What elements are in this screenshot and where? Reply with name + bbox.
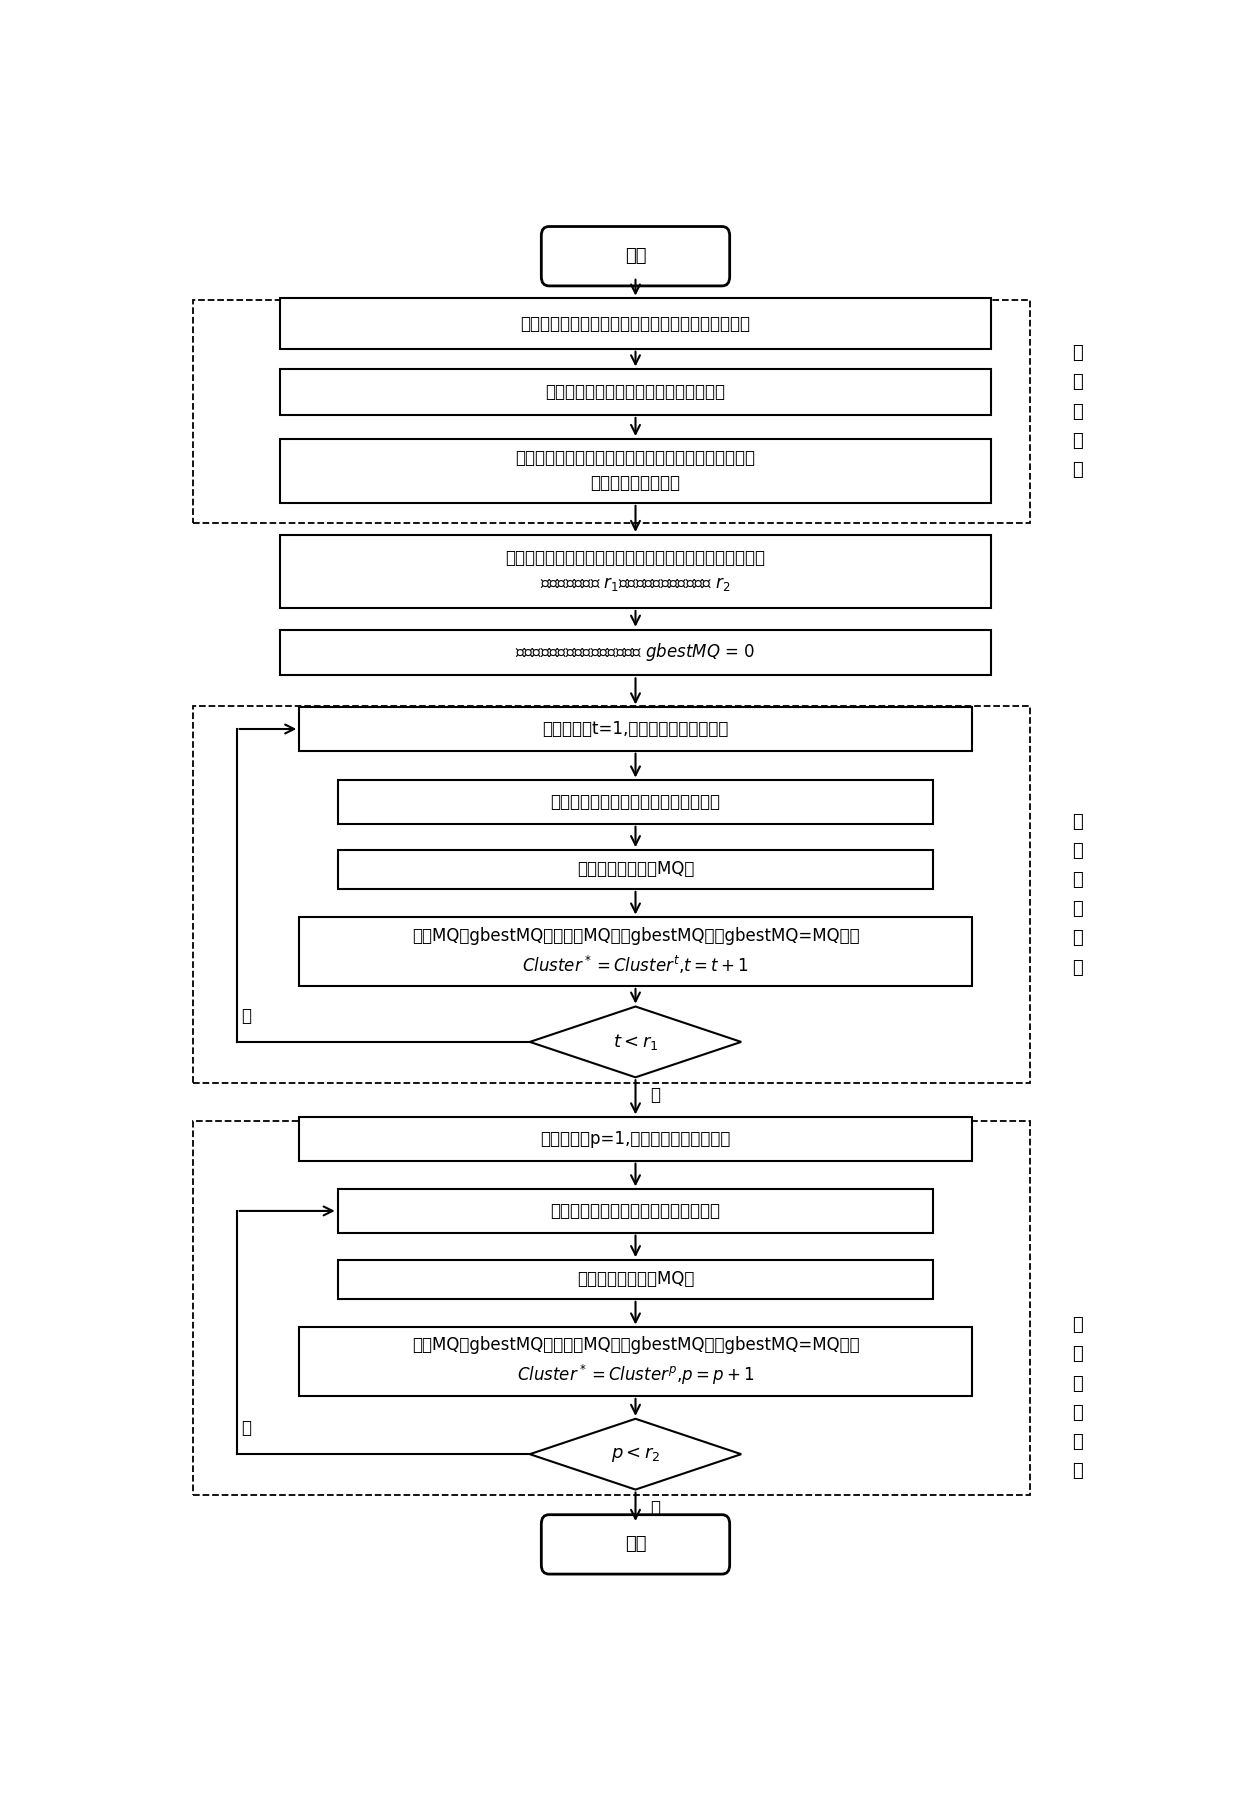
Text: 动
态
调
整
操
作: 动 态 调 整 操 作 xyxy=(1073,1315,1083,1479)
FancyBboxPatch shape xyxy=(542,227,729,287)
Text: 对模块聚类结果进行初始化，并使 $gbestMQ$ = 0: 对模块聚类结果进行初始化，并使 $gbestMQ$ = 0 xyxy=(516,642,755,663)
Bar xyxy=(337,1260,934,1299)
Bar xyxy=(193,299,1029,523)
Text: 令迭代次数p=1,开始进行动态调整迭代: 令迭代次数p=1,开始进行动态调整迭代 xyxy=(541,1130,730,1148)
Polygon shape xyxy=(529,1007,742,1078)
Bar xyxy=(299,917,972,986)
Text: 局
部
合
并
操
作: 局 部 合 并 操 作 xyxy=(1073,813,1083,977)
Bar xyxy=(299,1117,972,1160)
Text: 根据聚类结果计算MQ值: 根据聚类结果计算MQ值 xyxy=(577,861,694,878)
Bar xyxy=(337,780,934,824)
Bar xyxy=(280,369,991,414)
Bar xyxy=(299,708,972,751)
Text: $p < r_2$: $p < r_2$ xyxy=(610,1445,661,1463)
Text: 根据聚类结果计算MQ值: 根据聚类结果计算MQ值 xyxy=(577,1270,694,1288)
Text: 对方法之间的调用关系编码，用矩阵表示: 对方法之间的调用关系编码，用矩阵表示 xyxy=(546,384,725,402)
Text: 设定基于概率选择的软件模块聚类算法的参数，包括合并操
作中的迭代次数 $r_1$，动态调整中的迭代次数 $r_2$: 设定基于概率选择的软件模块聚类算法的参数，包括合并操 作中的迭代次数 $r_1$… xyxy=(506,550,765,593)
Bar xyxy=(337,1189,934,1233)
Text: 令迭代次数t=1,开始进行局部合并迭代: 令迭代次数t=1,开始进行局部合并迭代 xyxy=(542,721,729,739)
Text: 前
期
预
处
理: 前 期 预 处 理 xyxy=(1073,344,1083,479)
Text: 否: 否 xyxy=(650,1087,660,1105)
FancyBboxPatch shape xyxy=(542,1515,729,1575)
Bar xyxy=(280,440,991,503)
Bar xyxy=(337,851,934,888)
Text: 根据软件系统的方法数，对软件系统的模块划分情况进
行编码，用向量表示: 根据软件系统的方法数，对软件系统的模块划分情况进 行编码，用向量表示 xyxy=(516,449,755,492)
Text: 否: 否 xyxy=(650,1499,660,1517)
Bar xyxy=(299,1328,972,1397)
Text: 结束: 结束 xyxy=(625,1535,646,1553)
Text: 是: 是 xyxy=(242,1418,252,1436)
Bar xyxy=(280,629,991,676)
Text: 从软件系统的源代码中获取软件方法之间的调用关系: 从软件系统的源代码中获取软件方法之间的调用关系 xyxy=(521,315,750,333)
Text: 是: 是 xyxy=(242,1007,252,1025)
Bar xyxy=(193,706,1029,1083)
Bar xyxy=(280,535,991,607)
Text: 进行动态调整操作，获得一个聚类结果: 进行动态调整操作，获得一个聚类结果 xyxy=(551,1202,720,1220)
Text: 比较MQ与gbestMQ的值，若MQ大于gbestMQ，使gbestMQ=MQ，使
$Cluster^* = Cluster^t$,$t=t+1$: 比较MQ与gbestMQ的值，若MQ大于gbestMQ，使gbestMQ=MQ，… xyxy=(412,926,859,977)
Bar xyxy=(280,299,991,350)
Text: $t < r_1$: $t < r_1$ xyxy=(613,1033,658,1052)
Text: 比较MQ与gbestMQ的值，若MQ大于gbestMQ，使gbestMQ=MQ，使
$Cluster^* = Cluster^p$,$p=p+1$: 比较MQ与gbestMQ的值，若MQ大于gbestMQ，使gbestMQ=MQ，… xyxy=(412,1335,859,1388)
Text: 进行局部合并操作，获得一个聚类结果: 进行局部合并操作，获得一个聚类结果 xyxy=(551,793,720,811)
Polygon shape xyxy=(529,1418,742,1490)
Text: 开始: 开始 xyxy=(625,247,646,265)
Bar xyxy=(193,1121,1029,1496)
